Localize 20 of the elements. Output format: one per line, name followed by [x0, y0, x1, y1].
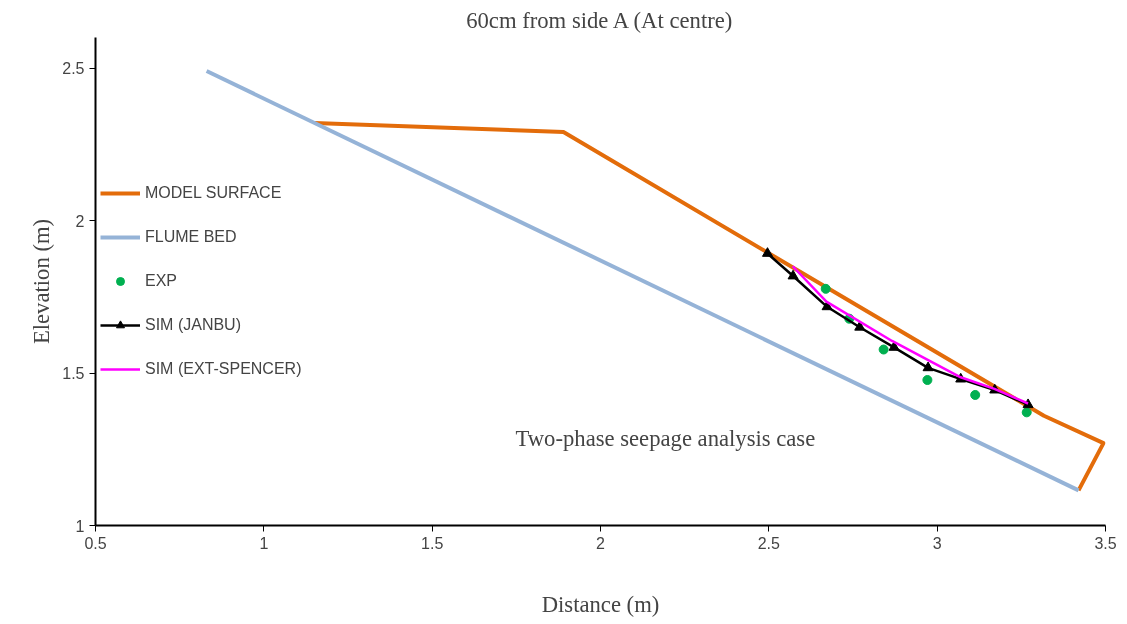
y-tick-label: 2 — [75, 212, 85, 230]
x-tick-label: 1 — [259, 534, 269, 552]
x-tick-label: 3.5 — [1094, 534, 1117, 552]
y-tick-label: 1 — [75, 517, 85, 535]
legend-label: SIM (EXT-SPENCER) — [145, 360, 302, 378]
y-axis-title: Elevation (m) — [29, 218, 55, 345]
legend-label: FLUME BED — [145, 228, 237, 246]
legend-label: MODEL SURFACE — [145, 184, 282, 202]
chart-title: 60cm from side A (At centre) — [466, 7, 733, 33]
x-tick-label: 3 — [932, 534, 942, 552]
annotation: Two-phase seepage analysis case — [515, 425, 816, 451]
y-tick-label: 1.5 — [62, 365, 85, 382]
legend-label: EXP — [145, 272, 178, 290]
x-tick-label: 2.5 — [757, 534, 781, 552]
x-tick-label: 1.5 — [421, 534, 444, 552]
x-axis-title: Distance (m) — [541, 591, 660, 617]
x-tick-label: 0.5 — [84, 534, 107, 552]
y-tick-label: 2.5 — [62, 60, 85, 77]
legend-label: SIM (JANBU) — [145, 316, 241, 334]
x-tick-label: 2 — [596, 534, 606, 552]
